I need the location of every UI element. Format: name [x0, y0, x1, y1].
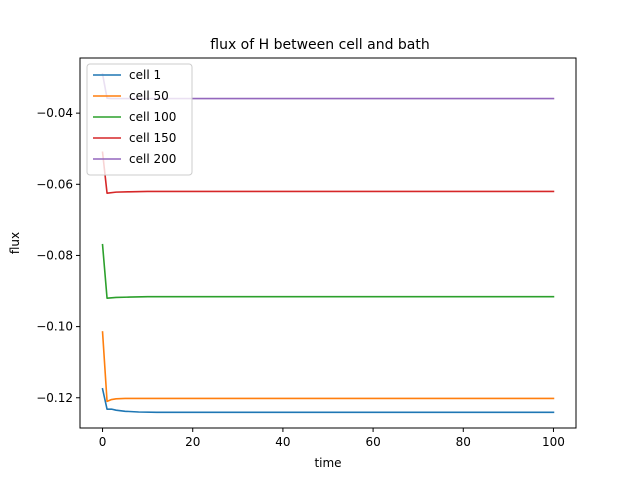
- series-line-2: [101, 331, 555, 403]
- y-tick-label: −0.12: [36, 391, 73, 405]
- legend-box: [86, 63, 193, 176]
- legend-entry: cell 100: [129, 110, 176, 124]
- x-tick-label: 40: [275, 435, 290, 449]
- series-line-1: [101, 387, 555, 414]
- legend-entry: cell 200: [129, 152, 176, 166]
- y-axis-label: flux: [8, 232, 22, 254]
- legend-entry: cell 50: [129, 89, 169, 103]
- plot-frame: [79, 57, 577, 429]
- chart-title: flux of H between cell and bath: [210, 37, 430, 53]
- x-tick-label: 20: [185, 435, 200, 449]
- series-line-4: [101, 151, 555, 194]
- x-axis-label: time: [314, 456, 341, 470]
- x-tick-label: 0: [99, 435, 107, 449]
- series-line-3: [101, 243, 555, 299]
- legend: cell 1 cell 50 cell 100 cell 150 cell 200: [86, 63, 193, 176]
- x-axis: 0 20 40 60 80 100: [99, 428, 565, 449]
- y-tick-label: −0.06: [36, 177, 73, 191]
- x-tick-label: 100: [542, 435, 565, 449]
- series-lines: [101, 73, 555, 414]
- x-tick-label: 60: [365, 435, 380, 449]
- y-tick-label: −0.08: [36, 248, 73, 262]
- x-tick-label: 80: [456, 435, 471, 449]
- legend-entry: cell 150: [129, 131, 176, 145]
- y-tick-label: −0.10: [36, 320, 73, 334]
- legend-entry: cell 1: [129, 68, 161, 82]
- y-tick-label: −0.04: [36, 106, 73, 120]
- y-axis: −0.12 −0.10 −0.08 −0.06 −0.04: [36, 106, 80, 405]
